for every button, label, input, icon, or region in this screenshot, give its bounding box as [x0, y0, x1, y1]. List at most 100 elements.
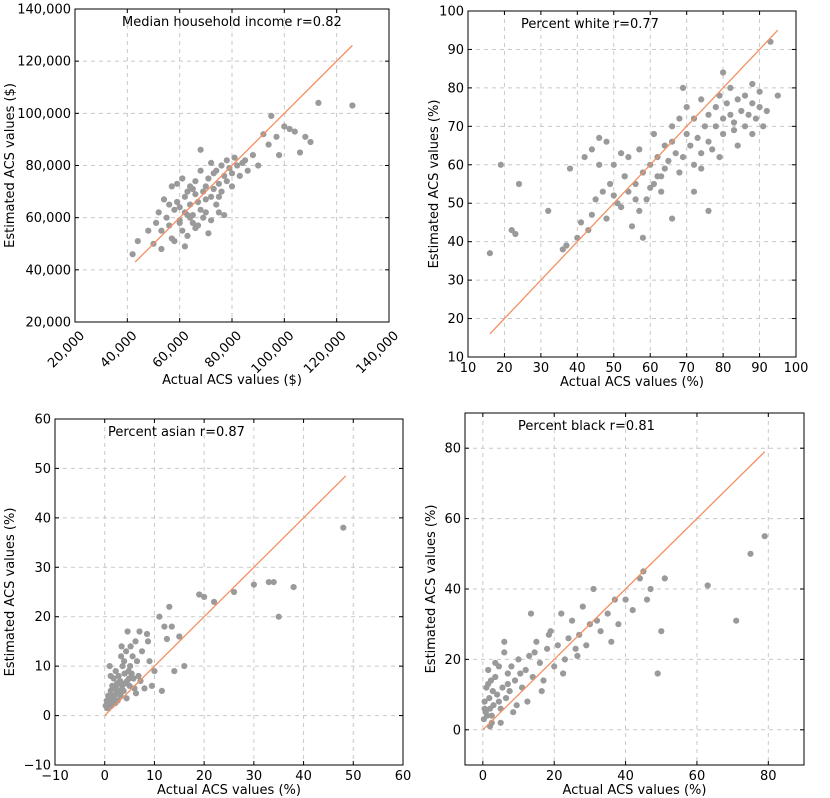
chart-2-point	[628, 223, 636, 230]
chart-4-point	[510, 709, 517, 716]
chart-2-point	[559, 246, 566, 253]
chart-2-point	[639, 234, 647, 241]
chart-1-point	[179, 175, 186, 182]
chart-4-point	[572, 645, 579, 652]
chart-4-y-tick-label: 40	[444, 583, 461, 598]
chart-4-y-tick-label: 80	[444, 442, 461, 457]
chart-4-x-tick-label: 0	[479, 769, 487, 784]
chart-4-title: Percent black r=0.81	[518, 419, 655, 434]
chart-4-point	[524, 698, 531, 705]
chart-1-title: Median household income r=0.82	[122, 15, 342, 30]
chart-2-x-tick-label: 60	[642, 361, 659, 376]
chart-2-point	[650, 130, 658, 138]
chart-4-point	[590, 585, 597, 593]
chart-2-point	[603, 215, 610, 222]
chart-1-point	[192, 191, 199, 198]
chart-1-y-tick-label: 60,000	[26, 211, 72, 226]
chart-2-x-tick-label: 90	[751, 361, 768, 376]
chart-3-point	[141, 685, 148, 692]
chart-1-x-tick-label: 40,000	[98, 328, 141, 371]
chart-1-point	[210, 185, 217, 193]
chart-2-x-tick-label: 80	[715, 361, 732, 376]
chart-2-point	[508, 227, 515, 234]
chart-4-point	[579, 603, 586, 610]
chart-2-x-tick-label: 20	[496, 361, 513, 376]
chart-3-point	[158, 687, 165, 695]
chart-2-point	[610, 161, 617, 168]
chart-4-point	[544, 645, 551, 652]
chart-4-point	[527, 610, 535, 617]
chart-4-point	[761, 533, 768, 540]
chart-2-frame	[467, 10, 797, 358]
chart-2-point	[690, 188, 698, 195]
chart-1-point	[192, 225, 199, 232]
chart-3-point	[130, 675, 137, 682]
chart-3-point	[121, 658, 128, 665]
chart-4-point	[569, 617, 576, 624]
chart-3-point	[127, 643, 134, 650]
chart-1-point	[158, 245, 165, 253]
chart-4-point	[654, 670, 661, 677]
chart-3-y-tick-label: −10	[24, 759, 51, 774]
chart-4-point	[583, 642, 590, 649]
chart-1-x-tick-label: 120,000	[301, 328, 350, 377]
chart-2-point	[497, 161, 504, 168]
chart-2-point	[712, 123, 719, 130]
chart-2-point	[763, 107, 770, 115]
chart-3-point	[137, 677, 144, 685]
chart-3-point	[265, 579, 272, 586]
chart-1-point	[218, 188, 225, 195]
chart-1-point	[153, 219, 160, 226]
chart-2-y-tick-label: 50	[447, 197, 464, 212]
chart-2-point	[607, 180, 614, 188]
chart-2-point	[650, 180, 658, 188]
chart-2-point	[545, 207, 552, 214]
chart-4-y-tick-label: 0	[453, 723, 461, 738]
chart-2-point	[676, 115, 683, 122]
chart-3-x-tick-label: 30	[246, 769, 263, 784]
chart-2-point	[690, 161, 698, 168]
chart-1-point	[276, 152, 283, 159]
chart-4-point	[513, 702, 520, 709]
chart-3-point	[106, 700, 113, 707]
chart-4-point	[747, 550, 754, 557]
chart-4-point	[538, 688, 545, 695]
chart-1-point	[236, 172, 243, 179]
chart-2-point	[581, 154, 588, 161]
chart-1-point	[307, 138, 314, 146]
chart-1-y-tick-label: 140,000	[17, 3, 71, 18]
chart-1-point	[208, 193, 215, 200]
chart-2-x-tick-label: 40	[569, 361, 586, 376]
chart-1-point	[197, 146, 204, 153]
chart-2-point	[632, 196, 639, 203]
chart-2-point	[599, 188, 606, 195]
chart-1-point	[210, 170, 217, 177]
chart-4-point	[533, 638, 540, 645]
chart-2-point	[705, 138, 712, 145]
chart-2-y-tick-label: 20	[447, 312, 464, 327]
chart-3-point	[114, 697, 121, 704]
chart-2-y-tick-label: 60	[447, 158, 464, 173]
chart-2-point	[749, 130, 756, 138]
chart-1-point	[302, 133, 309, 140]
chart-4-y-tick-label: 60	[444, 512, 461, 527]
chart-2-point	[709, 146, 716, 153]
chart-1-point	[134, 238, 141, 245]
chart-3-y-tick-label: 30	[34, 561, 51, 576]
chart-1-point	[205, 175, 212, 182]
chart-2-point	[727, 84, 734, 91]
chart-1-point	[231, 154, 238, 161]
chart-2-point	[774, 92, 781, 99]
chart-3-point	[126, 682, 133, 690]
chart-1-point	[168, 183, 175, 190]
chart-1-point	[184, 232, 191, 239]
chart-3-point	[120, 687, 127, 695]
chart-2-point	[596, 134, 603, 141]
chart-2-y-tick-label: 10	[447, 351, 464, 366]
chart-2-point	[738, 107, 745, 115]
chart-3-point	[176, 633, 183, 640]
chart-1-point	[208, 217, 215, 224]
chart-2-y-tick-label: 40	[447, 235, 464, 250]
chart-2-point	[705, 111, 712, 118]
chart-2-point	[661, 165, 668, 172]
